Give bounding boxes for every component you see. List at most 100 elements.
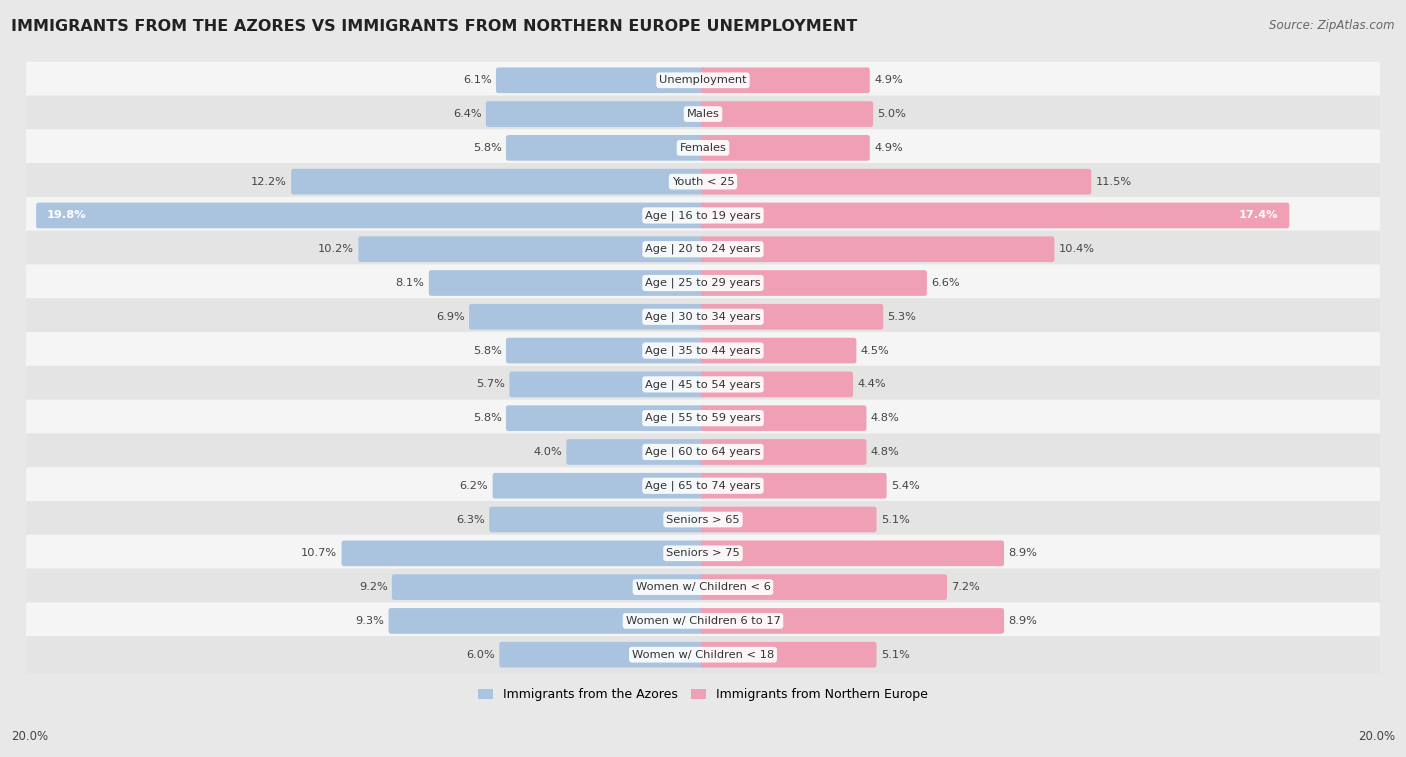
- Text: 5.8%: 5.8%: [472, 346, 502, 356]
- Text: IMMIGRANTS FROM THE AZORES VS IMMIGRANTS FROM NORTHERN EUROPE UNEMPLOYMENT: IMMIGRANTS FROM THE AZORES VS IMMIGRANTS…: [11, 19, 858, 34]
- Text: 4.9%: 4.9%: [875, 75, 903, 86]
- FancyBboxPatch shape: [27, 400, 1379, 437]
- Text: Age | 60 to 64 years: Age | 60 to 64 years: [645, 447, 761, 457]
- Text: 6.2%: 6.2%: [460, 481, 488, 491]
- Text: 4.4%: 4.4%: [858, 379, 886, 389]
- FancyBboxPatch shape: [27, 467, 1379, 504]
- Text: 10.4%: 10.4%: [1059, 245, 1095, 254]
- FancyBboxPatch shape: [27, 433, 1379, 471]
- Text: 5.1%: 5.1%: [882, 515, 910, 525]
- Text: Unemployment: Unemployment: [659, 75, 747, 86]
- Text: 4.8%: 4.8%: [870, 413, 900, 423]
- Text: Age | 55 to 59 years: Age | 55 to 59 years: [645, 413, 761, 423]
- Text: 4.9%: 4.9%: [875, 143, 903, 153]
- FancyBboxPatch shape: [429, 270, 706, 296]
- Text: 8.9%: 8.9%: [1008, 616, 1038, 626]
- FancyBboxPatch shape: [27, 264, 1379, 301]
- FancyBboxPatch shape: [506, 405, 706, 431]
- FancyBboxPatch shape: [700, 540, 1004, 566]
- FancyBboxPatch shape: [700, 270, 927, 296]
- Text: 6.6%: 6.6%: [931, 278, 960, 288]
- FancyBboxPatch shape: [27, 62, 1379, 99]
- FancyBboxPatch shape: [27, 569, 1379, 606]
- FancyBboxPatch shape: [27, 163, 1379, 201]
- FancyBboxPatch shape: [27, 636, 1379, 673]
- Text: 11.5%: 11.5%: [1095, 176, 1132, 187]
- FancyBboxPatch shape: [27, 501, 1379, 538]
- Text: 6.1%: 6.1%: [463, 75, 492, 86]
- FancyBboxPatch shape: [700, 67, 870, 93]
- FancyBboxPatch shape: [470, 304, 706, 329]
- FancyBboxPatch shape: [27, 95, 1379, 132]
- Text: 6.0%: 6.0%: [467, 650, 495, 659]
- FancyBboxPatch shape: [27, 197, 1379, 234]
- Text: Males: Males: [686, 109, 720, 119]
- Text: 7.2%: 7.2%: [952, 582, 980, 592]
- FancyBboxPatch shape: [27, 534, 1379, 572]
- Text: Age | 25 to 29 years: Age | 25 to 29 years: [645, 278, 761, 288]
- Text: Age | 65 to 74 years: Age | 65 to 74 years: [645, 481, 761, 491]
- Text: Youth < 25: Youth < 25: [672, 176, 734, 187]
- FancyBboxPatch shape: [27, 129, 1379, 167]
- FancyBboxPatch shape: [700, 608, 1004, 634]
- Text: 5.8%: 5.8%: [472, 143, 502, 153]
- Text: 10.7%: 10.7%: [301, 548, 337, 559]
- Text: 4.5%: 4.5%: [860, 346, 890, 356]
- Text: 8.9%: 8.9%: [1008, 548, 1038, 559]
- FancyBboxPatch shape: [499, 642, 706, 668]
- Text: 20.0%: 20.0%: [11, 731, 48, 743]
- FancyBboxPatch shape: [567, 439, 706, 465]
- FancyBboxPatch shape: [27, 332, 1379, 369]
- FancyBboxPatch shape: [700, 575, 948, 600]
- Text: 6.3%: 6.3%: [456, 515, 485, 525]
- Legend: Immigrants from the Azores, Immigrants from Northern Europe: Immigrants from the Azores, Immigrants f…: [474, 684, 932, 706]
- Text: Women w/ Children 6 to 17: Women w/ Children 6 to 17: [626, 616, 780, 626]
- FancyBboxPatch shape: [700, 372, 853, 397]
- Text: 5.0%: 5.0%: [877, 109, 907, 119]
- FancyBboxPatch shape: [492, 473, 706, 499]
- Text: 10.2%: 10.2%: [318, 245, 354, 254]
- Text: 8.1%: 8.1%: [395, 278, 425, 288]
- Text: Age | 35 to 44 years: Age | 35 to 44 years: [645, 345, 761, 356]
- Text: Women w/ Children < 18: Women w/ Children < 18: [631, 650, 775, 659]
- FancyBboxPatch shape: [489, 506, 706, 532]
- FancyBboxPatch shape: [27, 298, 1379, 335]
- Text: Age | 16 to 19 years: Age | 16 to 19 years: [645, 210, 761, 221]
- FancyBboxPatch shape: [700, 101, 873, 127]
- FancyBboxPatch shape: [700, 405, 866, 431]
- Text: Age | 45 to 54 years: Age | 45 to 54 years: [645, 379, 761, 390]
- Text: Age | 30 to 34 years: Age | 30 to 34 years: [645, 312, 761, 322]
- FancyBboxPatch shape: [388, 608, 706, 634]
- FancyBboxPatch shape: [700, 169, 1091, 195]
- FancyBboxPatch shape: [506, 338, 706, 363]
- FancyBboxPatch shape: [27, 366, 1379, 403]
- FancyBboxPatch shape: [37, 203, 706, 229]
- FancyBboxPatch shape: [392, 575, 706, 600]
- Text: Source: ZipAtlas.com: Source: ZipAtlas.com: [1270, 19, 1395, 32]
- FancyBboxPatch shape: [342, 540, 706, 566]
- Text: 9.2%: 9.2%: [359, 582, 388, 592]
- Text: Seniors > 65: Seniors > 65: [666, 515, 740, 525]
- Text: 6.4%: 6.4%: [453, 109, 481, 119]
- FancyBboxPatch shape: [700, 338, 856, 363]
- FancyBboxPatch shape: [700, 135, 870, 160]
- FancyBboxPatch shape: [496, 67, 706, 93]
- FancyBboxPatch shape: [700, 203, 1289, 229]
- Text: 4.8%: 4.8%: [870, 447, 900, 457]
- FancyBboxPatch shape: [700, 642, 876, 668]
- FancyBboxPatch shape: [27, 603, 1379, 640]
- Text: Seniors > 75: Seniors > 75: [666, 548, 740, 559]
- Text: 5.4%: 5.4%: [891, 481, 920, 491]
- FancyBboxPatch shape: [506, 135, 706, 160]
- Text: Females: Females: [679, 143, 727, 153]
- FancyBboxPatch shape: [291, 169, 706, 195]
- Text: 17.4%: 17.4%: [1239, 210, 1278, 220]
- Text: 5.7%: 5.7%: [477, 379, 505, 389]
- Text: 9.3%: 9.3%: [356, 616, 384, 626]
- Text: Age | 20 to 24 years: Age | 20 to 24 years: [645, 244, 761, 254]
- Text: 5.8%: 5.8%: [472, 413, 502, 423]
- FancyBboxPatch shape: [359, 236, 706, 262]
- FancyBboxPatch shape: [700, 439, 866, 465]
- Text: Women w/ Children < 6: Women w/ Children < 6: [636, 582, 770, 592]
- Text: 5.1%: 5.1%: [882, 650, 910, 659]
